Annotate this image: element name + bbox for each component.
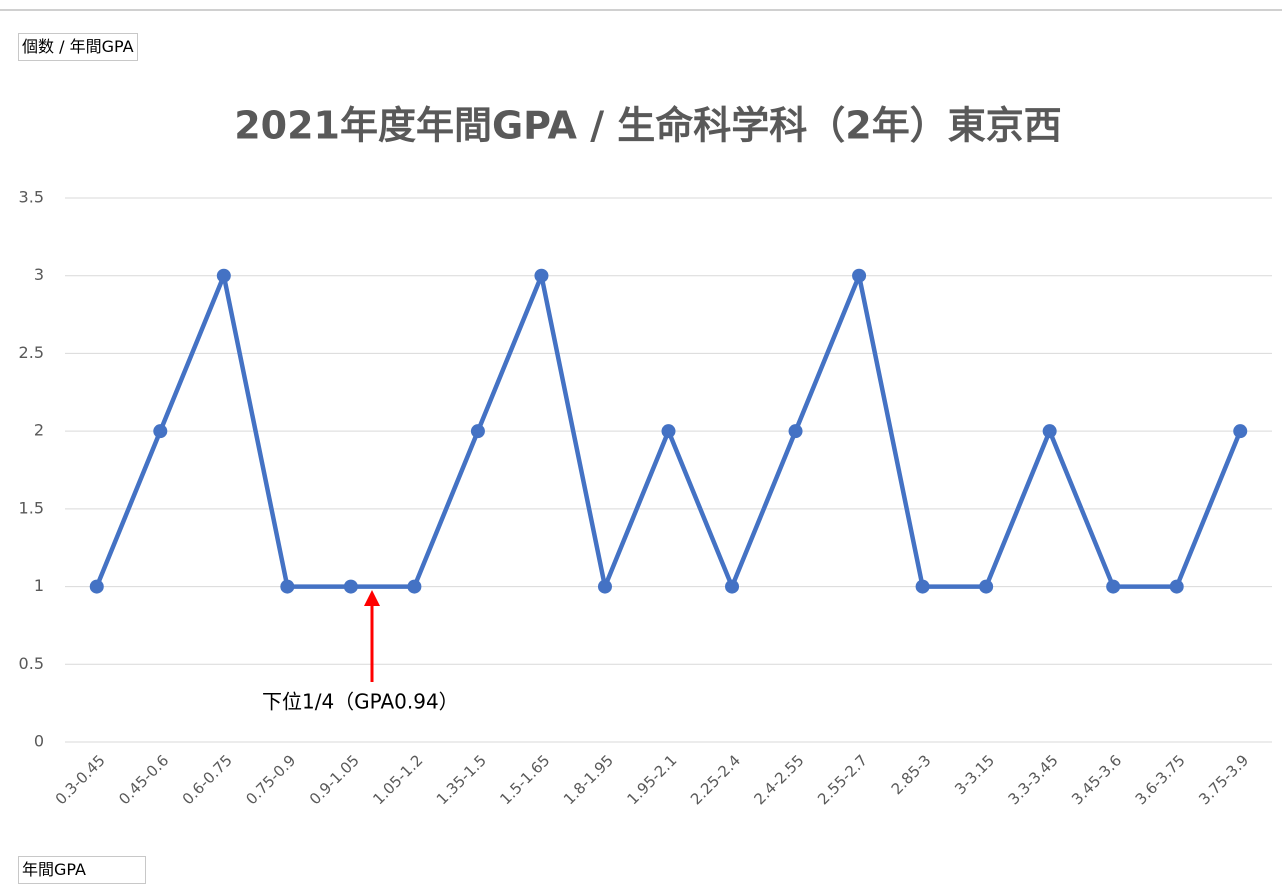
y-tick-label: 0 bbox=[34, 732, 44, 751]
data-point bbox=[661, 424, 676, 439]
data-point bbox=[343, 579, 358, 594]
x-tick-label: 3-3.15 bbox=[951, 751, 998, 798]
x-tick-label: 3.3-3.45 bbox=[1005, 751, 1062, 808]
x-tick-label: 0.3-0.45 bbox=[52, 751, 109, 808]
y-tick-label: 0.5 bbox=[19, 654, 44, 673]
data-point bbox=[470, 424, 485, 439]
x-tick-label: 2.25-2.4 bbox=[687, 751, 744, 808]
data-point bbox=[153, 424, 168, 439]
x-tick-label: 3.75-3.9 bbox=[1195, 751, 1252, 808]
x-tick-label: 1.95-2.1 bbox=[623, 751, 680, 808]
chart-title: 2021年度年間GPA / 生命科学科（2年）東京西 bbox=[234, 104, 1062, 148]
x-tick-label: 2.85-3 bbox=[888, 751, 935, 798]
data-point bbox=[979, 579, 994, 594]
annotation: 下位1/4（GPA0.94） bbox=[262, 690, 459, 714]
y-tick-label: 1.5 bbox=[19, 498, 44, 517]
data-point bbox=[597, 579, 612, 594]
data-point bbox=[1042, 424, 1057, 439]
x-tick-label: 2.4-2.55 bbox=[751, 751, 808, 808]
y-tick-label: 3 bbox=[34, 265, 44, 284]
y-tick-label: 2 bbox=[34, 421, 44, 440]
data-point bbox=[407, 579, 422, 594]
y-tick-label: 2.5 bbox=[19, 343, 44, 362]
data-point bbox=[915, 579, 930, 594]
data-point bbox=[216, 268, 231, 283]
x-tick-label: 3.6-3.75 bbox=[1132, 751, 1189, 808]
y-tick-label: 3.5 bbox=[19, 188, 44, 207]
x-tick-label: 3.45-3.6 bbox=[1068, 751, 1125, 808]
data-point bbox=[852, 268, 867, 283]
axis-field-button[interactable]: 年間GPA bbox=[18, 856, 146, 884]
x-tick-label: 1.5-1.65 bbox=[496, 751, 553, 808]
x-tick-label: 1.05-1.2 bbox=[369, 751, 426, 808]
x-tick-label: 1.35-1.5 bbox=[433, 751, 490, 808]
data-point bbox=[1169, 579, 1184, 594]
data-point bbox=[280, 579, 295, 594]
x-tick-label: 2.55-2.7 bbox=[814, 751, 871, 808]
annotation-arrowhead bbox=[364, 590, 380, 606]
x-tick-label: 1.8-1.95 bbox=[560, 751, 617, 808]
x-tick-label: 0.9-1.05 bbox=[306, 751, 363, 808]
data-point bbox=[788, 424, 803, 439]
data-point bbox=[1106, 579, 1121, 594]
y-tick-label: 1 bbox=[34, 576, 44, 595]
x-tick-label: 0.45-0.6 bbox=[115, 751, 172, 808]
value-field-button[interactable]: 個数 / 年間GPA bbox=[18, 33, 138, 61]
data-point bbox=[725, 579, 740, 594]
data-point bbox=[534, 268, 549, 283]
x-tick-label: 0.75-0.9 bbox=[242, 751, 299, 808]
x-tick-label: 0.6-0.75 bbox=[179, 751, 236, 808]
data-point bbox=[1233, 424, 1248, 439]
data-point bbox=[89, 579, 104, 594]
